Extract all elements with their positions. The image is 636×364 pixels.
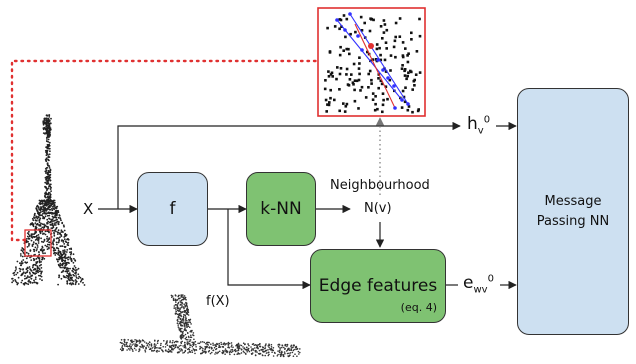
neighbour-points <box>335 12 410 110</box>
guitar-point-cloud <box>11 114 86 286</box>
f-label: f <box>169 199 176 219</box>
e-sup: 0 <box>487 273 494 285</box>
inset-points <box>323 14 422 114</box>
f-box: f <box>137 172 208 246</box>
feature-point-cloud <box>119 294 301 358</box>
h-sub: v <box>477 125 484 137</box>
zoom-inset <box>317 7 426 117</box>
mpnn-label-line2: Passing NN <box>536 213 610 229</box>
arrow-f-to-edge <box>227 209 311 290</box>
neighbour-line-c <box>354 23 396 109</box>
e-label: ewv0 <box>463 273 494 295</box>
mpnn-box: Message Passing NN <box>517 88 629 335</box>
neighbour-line-a <box>336 19 403 101</box>
fx-label: f(X) <box>206 294 230 309</box>
knn-label: k-NN <box>260 199 302 219</box>
knn-box: k-NN <box>246 172 316 246</box>
edge-features-label: Edge features <box>318 276 438 296</box>
zoom-connector <box>10 59 320 242</box>
h-label: hv0 <box>467 114 490 136</box>
neighbourhood-label: Neighbourhood <box>330 178 430 193</box>
edge-features-box: Edge features (eq. 4) <box>310 249 446 323</box>
mpnn-label-line1: Message <box>544 193 602 209</box>
arrow-x-to-h <box>117 121 461 209</box>
query-point <box>368 43 374 49</box>
nv-label: N(v) <box>364 201 392 216</box>
e-base: e <box>463 273 474 293</box>
h-sup: 0 <box>483 114 491 126</box>
e-sub: wv <box>473 284 488 296</box>
eq-label: (eq. 4) <box>400 301 437 314</box>
h-base: h <box>467 114 478 134</box>
selection-box <box>24 229 52 257</box>
input-label: X <box>83 200 94 218</box>
